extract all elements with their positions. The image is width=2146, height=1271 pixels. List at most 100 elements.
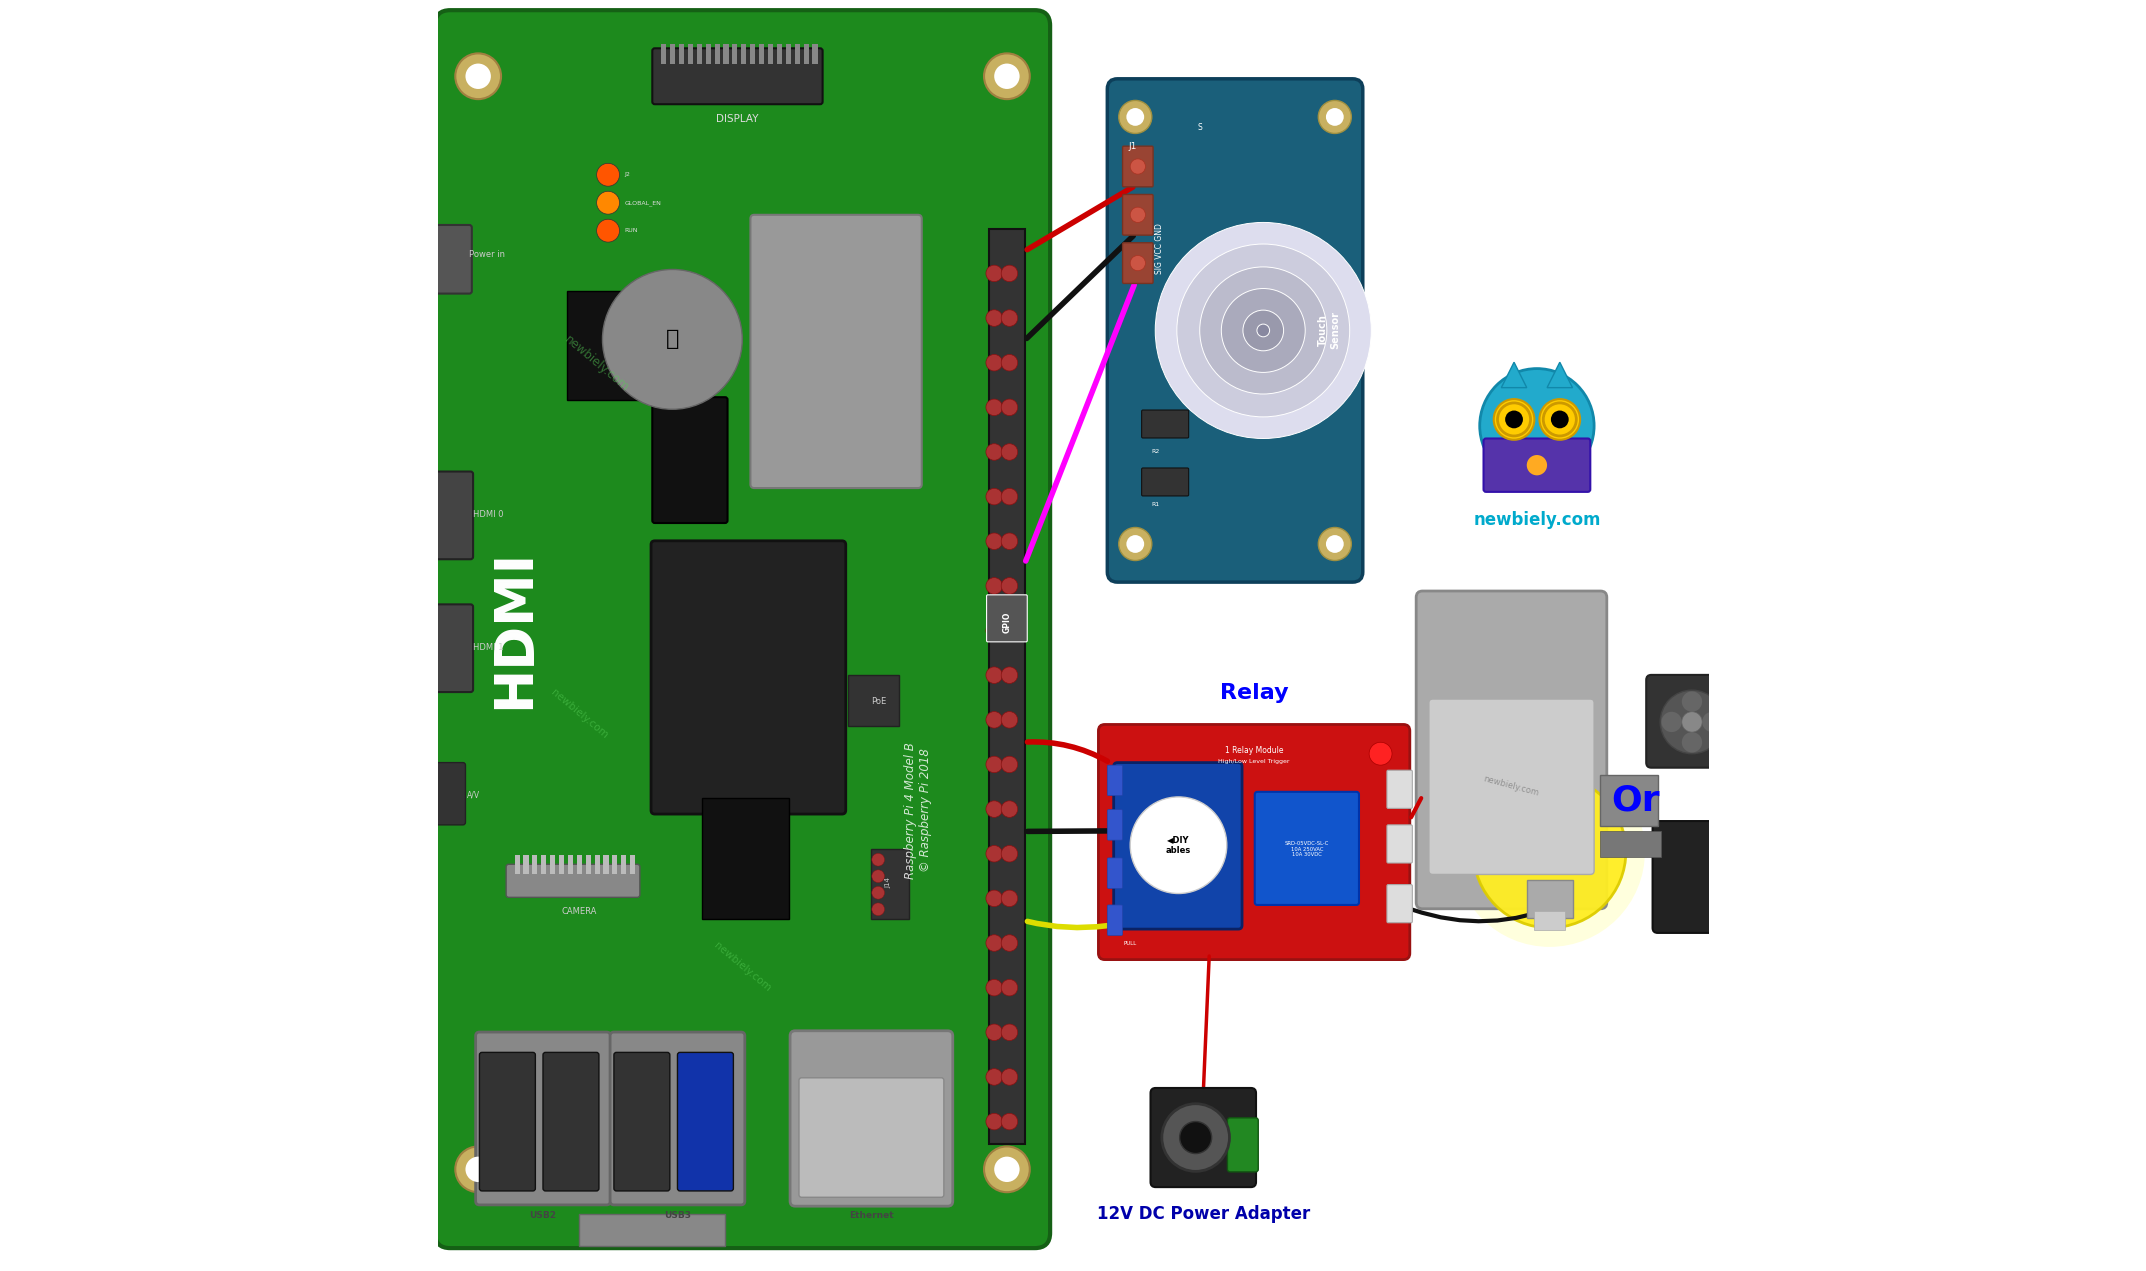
Text: USB3: USB3 [663,1211,691,1220]
Circle shape [1180,1121,1212,1154]
Circle shape [1002,667,1017,684]
Circle shape [1002,266,1017,282]
Bar [586,855,590,874]
Polygon shape [1502,362,1526,388]
Text: DISPLAY: DISPLAY [717,114,760,125]
Circle shape [1176,244,1350,417]
Text: R2: R2 [1150,449,1159,454]
FancyBboxPatch shape [1150,1088,1255,1187]
Circle shape [1369,742,1393,765]
Bar [661,44,665,64]
Circle shape [1002,1113,1017,1130]
FancyBboxPatch shape [1416,591,1607,909]
FancyBboxPatch shape [1122,194,1152,235]
FancyBboxPatch shape [1114,763,1243,929]
FancyBboxPatch shape [609,1032,745,1205]
Circle shape [1474,775,1627,928]
Bar [777,44,781,64]
Circle shape [466,64,491,89]
Text: newbiely.com: newbiely.com [1483,775,1541,798]
Circle shape [985,756,1002,773]
Text: newbiely.com: newbiely.com [712,941,773,994]
FancyBboxPatch shape [476,1032,609,1205]
Text: High/Low Level Trigger: High/Low Level Trigger [1219,759,1290,764]
Bar [577,855,582,874]
FancyBboxPatch shape [436,225,472,294]
FancyBboxPatch shape [1122,243,1152,283]
Text: newbiely.com: newbiely.com [1472,511,1601,529]
Circle shape [1131,159,1146,174]
Circle shape [597,163,620,187]
Circle shape [994,1157,1019,1182]
Circle shape [1494,399,1534,440]
FancyBboxPatch shape [751,215,923,488]
Circle shape [1552,411,1569,428]
Bar [813,44,818,64]
Circle shape [985,53,1030,99]
Circle shape [1002,890,1017,906]
Bar [612,855,618,874]
Circle shape [1127,108,1144,126]
Circle shape [1682,732,1702,752]
Circle shape [1131,207,1146,222]
Circle shape [1118,100,1152,133]
Circle shape [1002,355,1017,371]
Circle shape [1682,712,1702,732]
Text: A/V: A/V [466,791,481,799]
Bar [594,855,599,874]
Circle shape [1539,399,1579,440]
Text: ◀DIY
ables: ◀DIY ables [1165,835,1191,855]
Bar [871,849,910,919]
Text: PULL: PULL [1125,941,1137,946]
Circle shape [1002,399,1017,416]
Bar [706,44,710,64]
Circle shape [871,869,884,882]
Circle shape [597,219,620,243]
Text: Power in: Power in [470,250,504,259]
Circle shape [1131,255,1146,271]
Bar [532,855,536,874]
Circle shape [1318,527,1352,561]
Bar [579,1214,725,1246]
Bar [689,44,693,64]
Circle shape [1504,411,1524,428]
Circle shape [597,191,620,215]
Circle shape [455,53,500,99]
FancyBboxPatch shape [431,472,472,559]
Bar [740,44,747,64]
Text: HDMI: HDMI [489,549,541,709]
FancyBboxPatch shape [987,595,1028,642]
Bar [732,44,738,64]
FancyBboxPatch shape [678,1052,734,1191]
Circle shape [1127,535,1144,553]
FancyBboxPatch shape [1386,885,1412,923]
FancyBboxPatch shape [1107,810,1122,840]
Circle shape [1243,310,1283,351]
Text: Relay: Relay [1219,683,1288,703]
Circle shape [985,1069,1002,1085]
Text: J2: J2 [624,173,631,177]
Circle shape [985,399,1002,416]
Circle shape [1002,533,1017,549]
Circle shape [1155,222,1371,438]
Circle shape [985,1146,1030,1192]
FancyBboxPatch shape [1429,699,1594,874]
FancyBboxPatch shape [790,1031,953,1206]
Text: PoE: PoE [871,697,886,707]
FancyBboxPatch shape [1386,770,1412,808]
Circle shape [985,355,1002,371]
Bar [1526,880,1573,918]
FancyBboxPatch shape [652,48,822,104]
Text: 🍓: 🍓 [665,329,678,350]
Bar [785,44,792,64]
Bar [751,44,755,64]
Circle shape [985,577,1002,594]
FancyBboxPatch shape [1107,858,1122,888]
Circle shape [1702,712,1723,732]
FancyBboxPatch shape [1646,675,1738,768]
Circle shape [985,266,1002,282]
Circle shape [1161,1103,1230,1172]
Bar [558,855,564,874]
Circle shape [1455,756,1646,947]
Polygon shape [1547,362,1573,388]
